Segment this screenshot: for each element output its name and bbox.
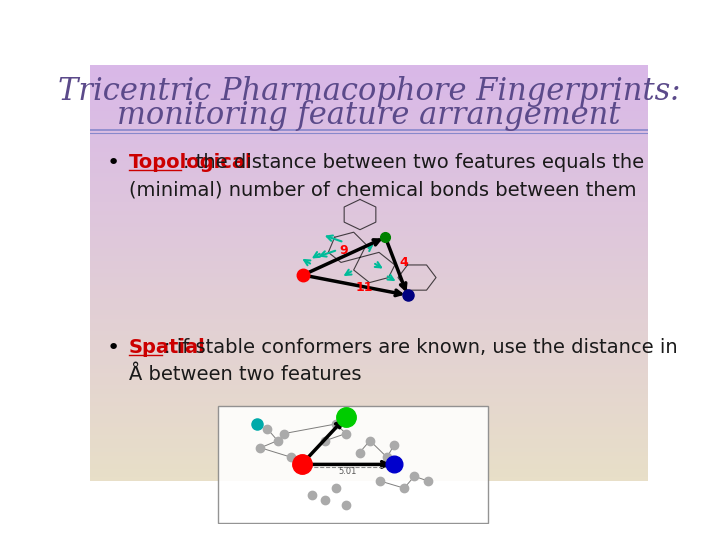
Text: : the distance between two features equals the: : the distance between two features equa… <box>183 153 644 172</box>
Text: •: • <box>107 338 120 357</box>
Text: 11: 11 <box>355 281 373 294</box>
Text: (minimal) number of chemical bonds between them: (minimal) number of chemical bonds betwe… <box>129 180 636 199</box>
Text: 5.01: 5.01 <box>338 467 357 476</box>
Text: : if stable conformers are known, use the distance in: : if stable conformers are known, use th… <box>164 338 678 357</box>
FancyBboxPatch shape <box>217 406 488 523</box>
Text: Topological: Topological <box>129 153 253 172</box>
Text: Å between two features: Å between two features <box>129 365 361 384</box>
Text: Spatial: Spatial <box>129 338 206 357</box>
Text: 9: 9 <box>339 244 348 256</box>
Text: Tricentric Pharmacophore Fingerprints:: Tricentric Pharmacophore Fingerprints: <box>58 76 680 107</box>
Text: •: • <box>107 152 120 172</box>
Text: monitoring feature arrangement: monitoring feature arrangement <box>117 100 621 131</box>
Text: 4: 4 <box>400 256 408 269</box>
